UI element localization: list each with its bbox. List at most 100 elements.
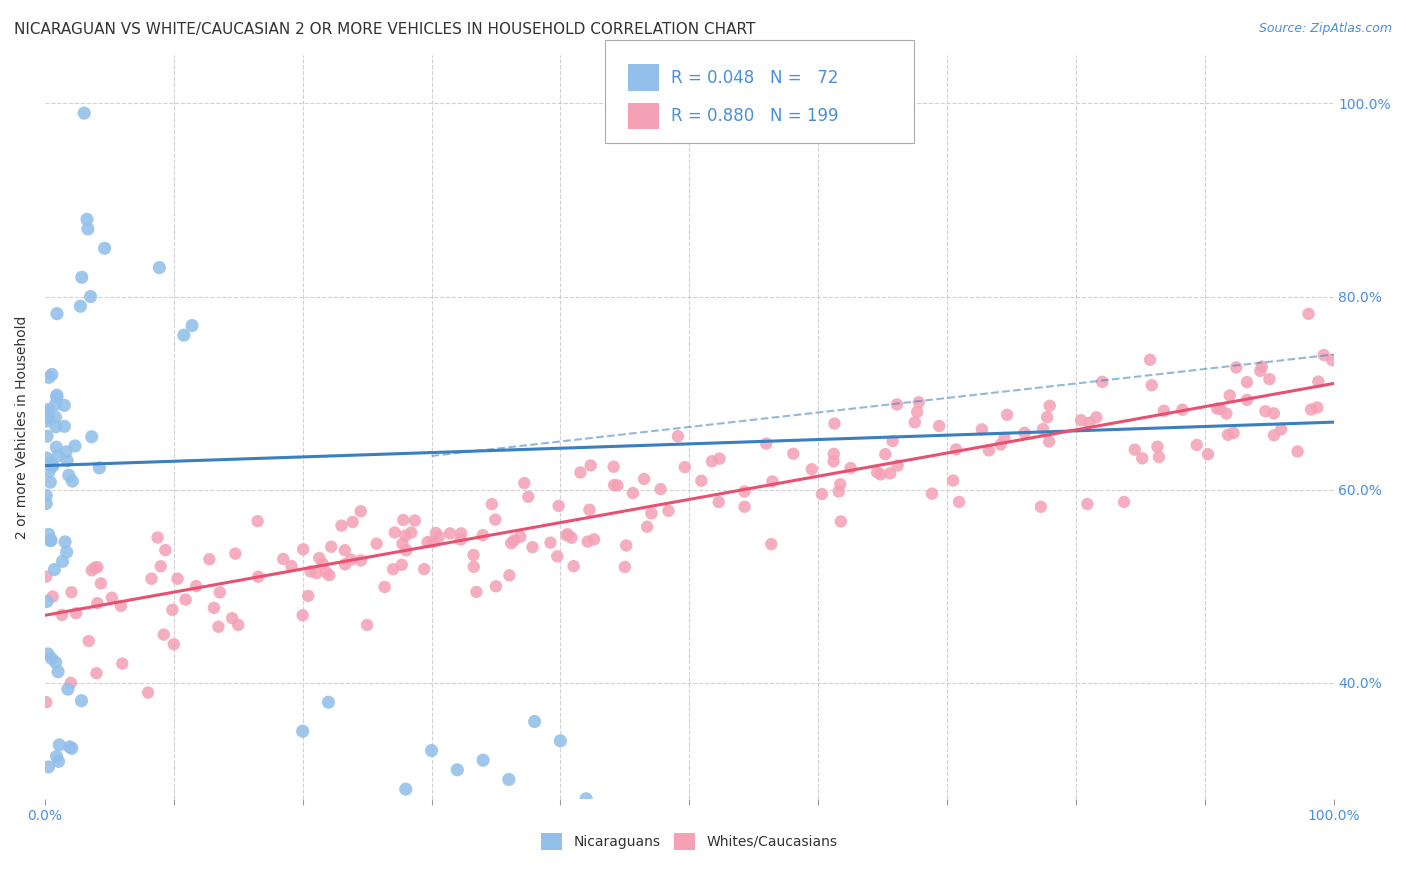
Point (990, 437, 1012, 451)
Point (56, 454, 79, 468)
Point (1270, 422, 1292, 436)
Point (907, 395, 929, 409)
Point (1206, 401, 1229, 416)
Point (1219, 388, 1241, 402)
Point (1078, 416, 1101, 430)
Point (162, 603, 184, 617)
Point (465, 585, 488, 599)
Point (366, 537, 388, 551)
Point (1123, 442, 1146, 457)
Point (141, 572, 163, 586)
Point (38, 370, 60, 384)
Point (1036, 410, 1059, 425)
Point (391, 537, 413, 551)
Point (41, 651, 63, 665)
Point (1140, 378, 1163, 392)
Point (1263, 406, 1285, 420)
Point (35, 594, 58, 608)
Y-axis label: 2 or more Vehicles in Household: 2 or more Vehicles in Household (15, 315, 30, 539)
Point (886, 397, 908, 411)
Point (35, 414, 58, 428)
Point (1038, 434, 1060, 449)
Point (472, 753, 495, 767)
Point (463, 548, 485, 562)
Point (948, 495, 970, 509)
Point (416, 535, 439, 549)
Point (173, 328, 195, 343)
Point (37, 647, 59, 661)
Point (101, 591, 124, 605)
Point (606, 478, 628, 492)
Point (292, 542, 315, 557)
Point (1286, 444, 1309, 458)
Point (246, 514, 269, 528)
Point (904, 416, 927, 430)
Point (37, 760, 59, 774)
Point (823, 447, 845, 461)
Point (35, 450, 58, 465)
Point (1249, 364, 1271, 378)
Point (921, 486, 943, 500)
Point (636, 520, 658, 534)
Point (35, 429, 58, 443)
Point (1146, 440, 1168, 454)
Point (146, 531, 169, 545)
Point (945, 442, 967, 457)
Point (35, 497, 58, 511)
Point (59, 739, 82, 754)
Point (37, 402, 59, 417)
Point (707, 495, 730, 509)
Point (523, 714, 546, 729)
Point (1298, 307, 1320, 321)
Point (575, 792, 598, 806)
Point (45, 749, 67, 764)
Point (823, 417, 845, 431)
Point (350, 553, 373, 567)
Point (48, 755, 70, 769)
Point (315, 565, 337, 579)
Point (186, 579, 208, 593)
Point (45, 419, 67, 434)
Point (152, 627, 174, 641)
Point (90, 576, 112, 591)
Point (517, 490, 540, 504)
Point (425, 526, 447, 541)
Point (174, 592, 197, 607)
Point (42, 458, 65, 473)
Point (35, 404, 58, 418)
Point (53, 398, 76, 412)
Point (602, 459, 624, 474)
Point (41, 458, 63, 473)
Point (557, 527, 579, 541)
Point (73, 106, 96, 120)
Point (35, 569, 58, 583)
Point (1153, 404, 1175, 418)
Point (413, 562, 436, 576)
Point (1070, 413, 1092, 427)
Point (76, 212, 98, 227)
Point (38, 410, 60, 425)
Point (62, 474, 84, 488)
Point (382, 562, 405, 576)
Point (45, 656, 67, 670)
Point (555, 528, 578, 542)
Point (782, 447, 804, 461)
Point (995, 408, 1018, 422)
Point (1029, 500, 1052, 514)
Point (546, 549, 568, 564)
Point (384, 525, 406, 540)
Point (44, 398, 66, 412)
Point (65, 606, 87, 620)
Point (395, 782, 418, 797)
Point (503, 533, 526, 548)
Point (77, 222, 100, 236)
Point (1091, 375, 1114, 389)
Point (666, 429, 689, 443)
Point (291, 724, 314, 739)
Point (226, 618, 249, 632)
Point (1139, 352, 1161, 367)
Point (404, 514, 426, 528)
Point (163, 637, 186, 651)
Point (342, 515, 364, 529)
Point (640, 507, 662, 521)
